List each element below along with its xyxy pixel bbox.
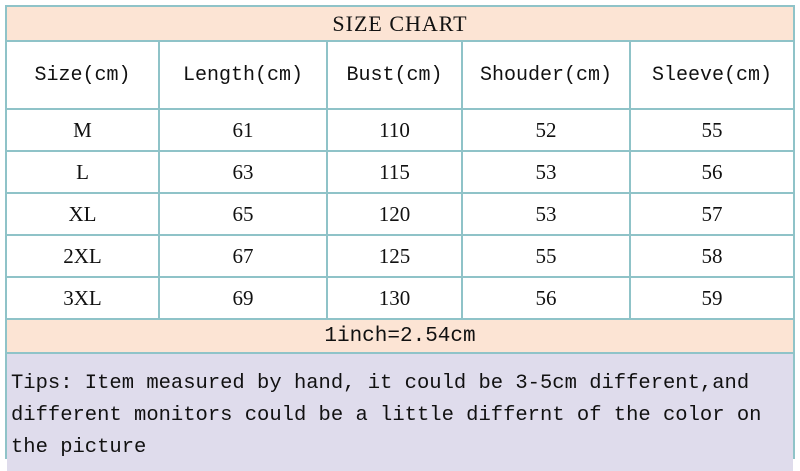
header-cell: Length(cm) bbox=[158, 42, 328, 110]
cell: 57 bbox=[629, 192, 793, 236]
table-row: 3XL 69 130 56 59 bbox=[7, 276, 793, 320]
header-cell: Size(cm) bbox=[7, 42, 160, 110]
cell: 55 bbox=[629, 108, 793, 152]
cell: 53 bbox=[461, 192, 631, 236]
header-cell: Sleeve(cm) bbox=[629, 42, 793, 110]
table-row: XL 65 120 53 57 bbox=[7, 192, 793, 236]
cell: 61 bbox=[158, 108, 328, 152]
cell: 56 bbox=[461, 276, 631, 320]
cell: L bbox=[7, 150, 160, 194]
tips-text: Tips: Item measured by hand, it could be… bbox=[7, 354, 793, 471]
cell: 67 bbox=[158, 234, 328, 278]
cell: 69 bbox=[158, 276, 328, 320]
cell: 55 bbox=[461, 234, 631, 278]
cell: 58 bbox=[629, 234, 793, 278]
cell: 53 bbox=[461, 150, 631, 194]
cell: 3XL bbox=[7, 276, 160, 320]
cell: 110 bbox=[326, 108, 463, 152]
chart-title: SIZE CHART bbox=[7, 7, 793, 42]
table-row: M 61 110 52 55 bbox=[7, 108, 793, 152]
cell: 120 bbox=[326, 192, 463, 236]
table-row: 2XL 67 125 55 58 bbox=[7, 234, 793, 278]
cell: 125 bbox=[326, 234, 463, 278]
header-row: Size(cm) Length(cm) Bust(cm) Shouder(cm)… bbox=[7, 42, 793, 110]
unit-conversion: 1inch=2.54cm bbox=[7, 320, 793, 354]
table-row: L 63 115 53 56 bbox=[7, 150, 793, 194]
cell: 2XL bbox=[7, 234, 160, 278]
size-table: Size(cm) Length(cm) Bust(cm) Shouder(cm)… bbox=[7, 42, 793, 320]
cell: M bbox=[7, 108, 160, 152]
cell: 56 bbox=[629, 150, 793, 194]
cell: 115 bbox=[326, 150, 463, 194]
cell: 130 bbox=[326, 276, 463, 320]
header-cell: Shouder(cm) bbox=[461, 42, 631, 110]
cell: 52 bbox=[461, 108, 631, 152]
cell: 65 bbox=[158, 192, 328, 236]
header-cell: Bust(cm) bbox=[326, 42, 463, 110]
cell: 59 bbox=[629, 276, 793, 320]
size-chart: SIZE CHART Size(cm) Length(cm) Bust(cm) … bbox=[5, 5, 795, 471]
cell: XL bbox=[7, 192, 160, 236]
cell: 63 bbox=[158, 150, 328, 194]
